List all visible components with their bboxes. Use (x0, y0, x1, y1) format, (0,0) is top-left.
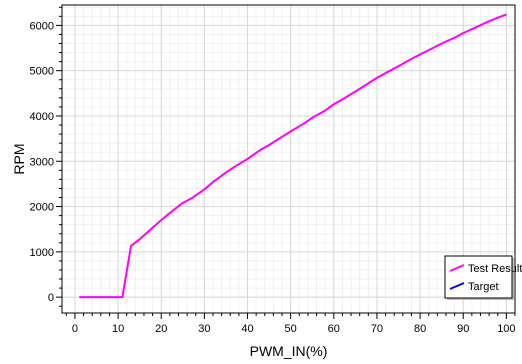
y-tick-label: 5000 (30, 66, 54, 78)
legend-swatch (449, 264, 465, 272)
y-tick-label: 3000 (30, 156, 54, 168)
legend-box (444, 255, 513, 299)
axes: 0 10 20 30 40 50 60 70 80 90 100010002000300040005… (30, 4, 516, 335)
x-tick-label: 50 (285, 323, 297, 335)
y-tick-label: 0 (48, 292, 54, 304)
legend-label: Test Result (468, 263, 522, 275)
x-tick-label: 30 (198, 323, 210, 335)
y-tick-label: 2000 (30, 202, 54, 214)
x-tick-label: 0 (72, 323, 78, 335)
x-tick-label: 40 (241, 323, 253, 335)
x-axis-label: PWM_IN(%) (250, 343, 328, 359)
x-tick-label: 20 (155, 323, 167, 335)
x-tick-label: 100 (497, 323, 515, 335)
series-line-test-result (79, 13, 507, 299)
grid (62, 5, 515, 313)
plot-area (79, 13, 507, 299)
legend: Test Result Target (444, 255, 522, 300)
x-tick-label: 10 (112, 323, 124, 335)
y-axis-label: RPM (11, 143, 27, 174)
x-tick-label: 60 (328, 323, 340, 335)
x-tick-label: 90 (457, 323, 469, 335)
x-tick-label: 70 (371, 323, 383, 335)
x-tick-label: 80 (414, 323, 426, 335)
y-tick-label: 6000 (30, 20, 54, 32)
plot-frame (61, 4, 516, 314)
y-tick-label: 4000 (30, 111, 54, 123)
plot-background (62, 5, 515, 313)
legend-label: Target (468, 281, 499, 293)
legend-swatch (449, 282, 465, 290)
y-tick-label: 1000 (30, 247, 54, 259)
